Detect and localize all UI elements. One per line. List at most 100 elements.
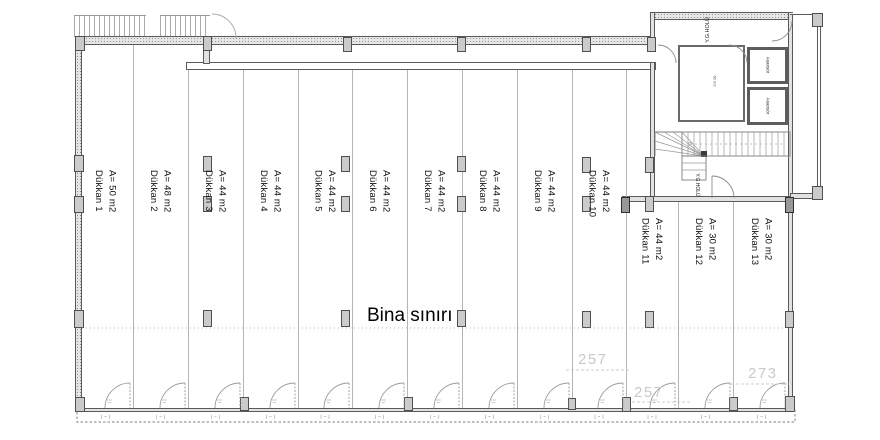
dimension-257-a: 257: [578, 351, 608, 368]
shop-partition-line: [626, 70, 627, 408]
shop-partition-line: [352, 70, 353, 408]
structural-column: [457, 196, 466, 212]
shop-label: Dükkan 3 A= 44 m2: [202, 170, 229, 213]
shop-area: A= 30 m2: [706, 218, 718, 261]
shop-area: A= 44 m2: [545, 170, 557, 213]
building-boundary-label: Bina sınırı: [367, 305, 453, 326]
shop-label: Dükkan 5 A= 44 m2: [311, 170, 338, 213]
shop-partition-line: [133, 45, 134, 408]
structural-column: [785, 311, 794, 328]
hall-area-label: 60 m2: [712, 75, 718, 87]
shop-name: Dükkan 3: [203, 170, 214, 212]
upper-hall-label: Y.G.HOLÜ: [705, 17, 711, 43]
structural-column: [75, 36, 85, 51]
shop-partition-line: [298, 70, 299, 408]
structural-column: [203, 196, 212, 212]
structural-column: [812, 13, 823, 27]
shop-partition-line: [188, 70, 189, 408]
structural-column: [582, 311, 591, 328]
shop-area: A= 44 m2: [326, 170, 337, 213]
elevator-1-label: Asansör: [765, 56, 771, 74]
shop-area: A= 44 m2: [490, 170, 502, 213]
shop-name: Dükkan 12: [693, 218, 704, 266]
structural-column: [203, 36, 212, 51]
structural-column: [647, 37, 656, 52]
structural-column: [582, 196, 591, 212]
structural-column: [785, 396, 795, 412]
shop-name: Dükkan 8: [477, 170, 488, 212]
shop-partition-line: [243, 70, 244, 408]
structural-column: [74, 155, 84, 172]
elevator-shaft-1: [747, 47, 788, 84]
shop-label: Dükkan 11 A= 44 m2: [638, 218, 665, 265]
structural-column: [622, 397, 631, 412]
shop-label: Dükkan 8 A= 44 m2: [476, 170, 503, 213]
structural-column: [343, 37, 352, 52]
stair-hall-label: Y.G.HOLÜ: [694, 173, 700, 197]
shop-area: A= 48 m2: [161, 170, 173, 213]
structural-column: [74, 196, 84, 213]
shop-partition-line: [678, 202, 679, 408]
inner-top-wall: [186, 62, 656, 70]
hall-room: [678, 45, 745, 122]
shop-label: Dükkan 13 A= 30 m2: [748, 218, 775, 265]
structural-column: [404, 397, 413, 411]
shop-area: A= 44 m2: [435, 170, 447, 213]
structural-column: [812, 186, 823, 200]
structural-column: [74, 310, 84, 328]
dimension-273: 273: [748, 365, 778, 382]
structural-column: [341, 156, 350, 172]
shop-label: Dükkan 10 A= 44 m2: [585, 170, 612, 217]
shop-partition-line: [733, 202, 734, 408]
structural-column: [568, 398, 576, 410]
structural-column: [457, 156, 466, 172]
shop-name: Dükkan 6: [367, 170, 378, 212]
structural-column: [457, 37, 466, 52]
structural-column: [203, 310, 212, 327]
shop-area: A= 44 m2: [380, 170, 392, 213]
structural-column: [341, 310, 350, 327]
shop-area: A= 44 m2: [653, 218, 664, 261]
structural-column: [341, 196, 350, 212]
shop-name: Dükkan 13: [749, 218, 760, 266]
structural-column: [785, 197, 794, 213]
structural-column: [240, 397, 249, 411]
shop-partition-line: [517, 70, 518, 408]
structural-column: [582, 37, 591, 52]
structural-column: [621, 197, 630, 213]
structural-column: [457, 310, 466, 327]
shop-area: A= 30 m2: [762, 218, 774, 261]
structural-column: [203, 156, 212, 172]
elevator-shaft-2: [747, 87, 788, 125]
shop-area: A= 50 m2: [106, 170, 118, 213]
structural-column: [582, 157, 591, 173]
shop-label: Dükkan 1 A= 50 m2: [92, 170, 119, 213]
shop-name: Dükkan 5: [312, 170, 324, 212]
elevator-2-label: Asansör: [765, 97, 771, 115]
structural-column: [645, 196, 654, 212]
shop-area: A= 44 m2: [271, 170, 283, 213]
shop-partition-line: [407, 70, 408, 408]
shop-name: Dükkan 9: [532, 170, 543, 212]
shop-label: Dükkan 2 A= 48 m2: [147, 170, 174, 213]
shop-area: A= 44 m2: [216, 170, 228, 213]
shop-name: Dükkan 4: [258, 170, 269, 212]
terrace-top-line: [790, 13, 818, 15]
shop-name: Dükkan 11: [639, 218, 651, 265]
dimension-257-b: 257: [634, 384, 664, 401]
shop-label: Dükkan 7 A= 44 m2: [421, 170, 448, 213]
shop-label: Dükkan 12 A= 30 m2: [692, 218, 719, 265]
shop-partition-line: [572, 70, 573, 408]
structural-column: [729, 397, 738, 411]
shop-name: Dükkan 2: [148, 170, 159, 212]
shop-name: Dükkan 1: [93, 170, 104, 212]
structural-column: [75, 397, 85, 412]
shop-label: Dükkan 6 A= 44 m2: [366, 170, 393, 213]
shop-label: Dükkan 4 A= 44 m2: [257, 170, 284, 213]
shop-label: Dükkan 9 A= 44 m2: [531, 170, 558, 213]
shop-partition-line: [462, 70, 463, 408]
shop-name: Dükkan 7: [422, 170, 433, 212]
